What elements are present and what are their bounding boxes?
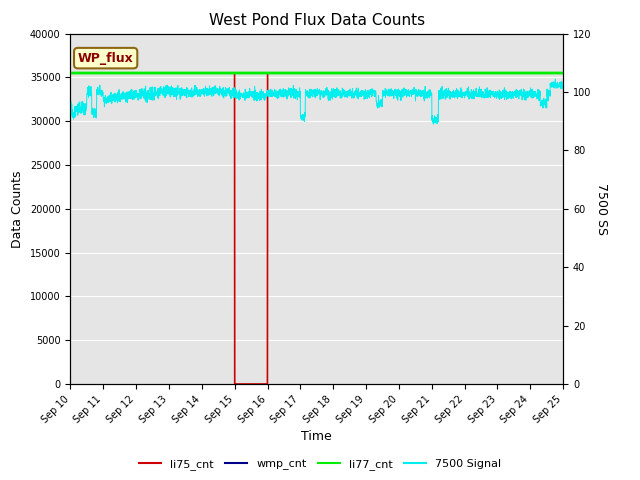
7500 Signal — [550, 85, 557, 91]
wmp_cnt — [255, 70, 263, 76]
wmp_cnt — [277, 70, 285, 76]
wmp_cnt — [559, 70, 567, 76]
7500 Signal — [277, 91, 285, 97]
wmp_cnt — [152, 70, 160, 76]
li75_cnt — [123, 70, 131, 76]
li77_cnt — [67, 70, 74, 76]
li77_cnt — [497, 70, 504, 76]
7500 Signal — [67, 112, 74, 118]
li75_cnt — [559, 70, 567, 76]
li75_cnt — [231, 381, 239, 387]
li77_cnt — [550, 70, 557, 76]
X-axis label: Time: Time — [301, 431, 332, 444]
li77_cnt — [277, 70, 285, 76]
7500 Signal — [497, 88, 504, 94]
7500 Signal — [255, 93, 263, 98]
li75_cnt — [497, 70, 504, 76]
7500 Signal — [152, 93, 160, 99]
wmp_cnt — [123, 70, 131, 76]
7500 Signal — [552, 76, 559, 82]
wmp_cnt — [497, 70, 504, 76]
Line: 7500 Signal: 7500 Signal — [70, 79, 563, 124]
li77_cnt — [123, 70, 131, 76]
7500 Signal — [559, 81, 567, 86]
Y-axis label: Data Counts: Data Counts — [12, 170, 24, 248]
wmp_cnt — [550, 70, 557, 76]
li75_cnt — [550, 70, 557, 76]
Legend: li75_cnt, wmp_cnt, li77_cnt, 7500 Signal: li75_cnt, wmp_cnt, li77_cnt, 7500 Signal — [135, 455, 505, 474]
li75_cnt — [152, 70, 160, 76]
li77_cnt — [152, 70, 160, 76]
wmp_cnt — [67, 70, 74, 76]
li77_cnt — [255, 70, 263, 76]
li75_cnt — [256, 381, 264, 387]
li77_cnt — [559, 70, 567, 76]
Y-axis label: 7500 SS: 7500 SS — [595, 183, 608, 235]
Title: West Pond Flux Data Counts: West Pond Flux Data Counts — [209, 13, 425, 28]
7500 Signal — [429, 121, 437, 127]
7500 Signal — [123, 94, 131, 100]
li75_cnt — [67, 70, 74, 76]
li75_cnt — [277, 70, 285, 76]
Text: WP_flux: WP_flux — [78, 52, 134, 65]
Line: li75_cnt: li75_cnt — [70, 73, 563, 384]
